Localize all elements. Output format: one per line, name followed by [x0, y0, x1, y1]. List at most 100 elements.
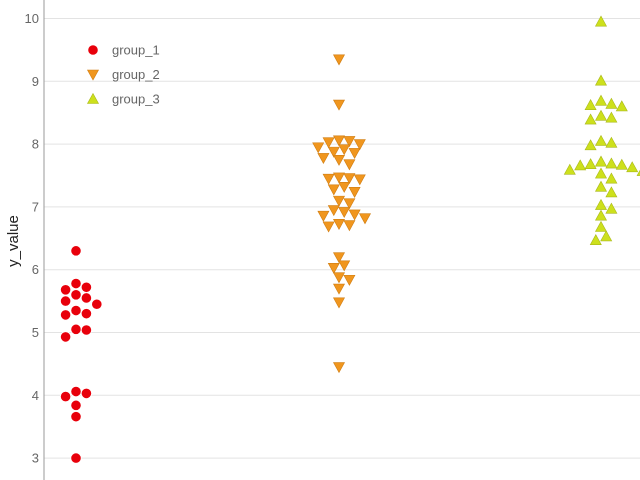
- data-point: [574, 159, 587, 171]
- legend-label: group_3: [112, 92, 160, 107]
- data-point: [594, 167, 608, 179]
- data-point: [332, 362, 346, 374]
- data-point: [332, 99, 346, 111]
- data-point: [626, 161, 639, 173]
- legend-marker-group_3: [86, 92, 100, 104]
- data-point: [594, 74, 608, 86]
- data-point: [80, 308, 93, 320]
- legend-label: group_1: [112, 43, 160, 58]
- data-point: [70, 385, 82, 398]
- data-point: [322, 173, 335, 185]
- data-point: [563, 163, 576, 175]
- data-point: [605, 97, 618, 109]
- data-point: [70, 245, 82, 257]
- data-point: [332, 155, 346, 166]
- data-point: [70, 411, 82, 423]
- data-point: [594, 209, 608, 221]
- data-point: [317, 210, 330, 222]
- data-point: [348, 148, 361, 160]
- series-group_2: [312, 54, 372, 374]
- data-point: [600, 230, 613, 242]
- data-points: [59, 15, 640, 464]
- data-point: [584, 139, 597, 151]
- data-point: [70, 399, 82, 411]
- data-point: [594, 109, 608, 121]
- data-point: [348, 209, 361, 221]
- data-point: [70, 323, 82, 335]
- gridlines: [44, 18, 640, 459]
- y-axis: 3 4 5 6 7 8 9 10: [25, 0, 45, 480]
- data-point: [332, 219, 346, 230]
- data-point: [80, 387, 93, 400]
- data-point: [322, 137, 335, 149]
- legend: group_1 group_2 group_3: [86, 43, 160, 107]
- data-point: [584, 158, 597, 169]
- data-point: [332, 172, 346, 184]
- data-point: [59, 390, 72, 403]
- data-point: [343, 274, 356, 286]
- data-point: [353, 139, 366, 151]
- y-tick-label: 9: [32, 74, 39, 89]
- data-point: [343, 136, 356, 148]
- data-point: [70, 277, 82, 290]
- data-point: [327, 263, 340, 274]
- data-point: [338, 144, 351, 156]
- y-tick-label: 5: [32, 325, 39, 340]
- data-point: [353, 174, 366, 186]
- legend-marker-group_2: [86, 69, 100, 81]
- data-point: [594, 198, 608, 210]
- data-point: [70, 452, 82, 464]
- data-point: [338, 207, 351, 219]
- data-point: [70, 289, 82, 301]
- y-tick-label: 3: [32, 451, 39, 466]
- data-point: [312, 142, 325, 154]
- data-point: [605, 136, 618, 148]
- data-point: [594, 134, 608, 146]
- data-point: [615, 100, 628, 112]
- data-point: [59, 331, 72, 343]
- data-point: [59, 295, 72, 307]
- data-point: [91, 298, 103, 310]
- data-point: [605, 202, 618, 214]
- data-point: [332, 283, 346, 295]
- data-point: [338, 182, 351, 193]
- data-point: [59, 309, 72, 321]
- y-tick-label: 6: [32, 262, 39, 277]
- y-tick-label: 4: [32, 388, 39, 403]
- series-group_3: [563, 15, 640, 245]
- legend-label: group_2: [112, 67, 160, 82]
- data-point: [327, 184, 340, 196]
- data-point: [358, 213, 372, 225]
- data-point: [80, 324, 93, 336]
- y-tick-label: 8: [32, 137, 39, 152]
- data-point: [605, 186, 618, 198]
- data-point: [322, 221, 335, 233]
- data-point: [332, 252, 346, 264]
- data-point: [80, 292, 93, 304]
- data-point: [80, 281, 93, 293]
- data-point: [59, 284, 72, 296]
- data-point: [594, 220, 608, 232]
- data-point: [70, 304, 82, 317]
- data-point: [343, 159, 356, 171]
- data-point: [594, 155, 608, 167]
- data-point: [343, 198, 356, 210]
- legend-marker-group_1: [87, 44, 99, 56]
- data-point: [589, 234, 602, 245]
- data-point: [605, 157, 618, 169]
- y-tick-label: 10: [25, 11, 39, 26]
- y-tick-label: 7: [32, 199, 39, 214]
- data-point: [343, 220, 356, 232]
- data-point: [327, 146, 340, 158]
- series-group_1: [59, 245, 103, 464]
- data-point: [594, 15, 608, 27]
- data-point: [594, 180, 608, 192]
- data-point: [605, 172, 618, 184]
- data-point: [332, 195, 346, 207]
- data-point: [338, 260, 351, 272]
- y-axis-title: y_value: [5, 215, 22, 267]
- data-point: [605, 111, 618, 123]
- data-point: [332, 272, 346, 284]
- data-point: [615, 158, 628, 170]
